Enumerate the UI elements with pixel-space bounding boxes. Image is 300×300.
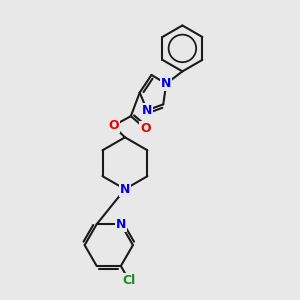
Text: N: N [116,218,126,231]
Text: Cl: Cl [122,274,136,286]
Text: N: N [142,104,152,117]
Text: O: O [108,119,119,132]
Text: O: O [140,122,151,135]
Text: N: N [120,183,130,196]
Text: N: N [161,77,171,90]
